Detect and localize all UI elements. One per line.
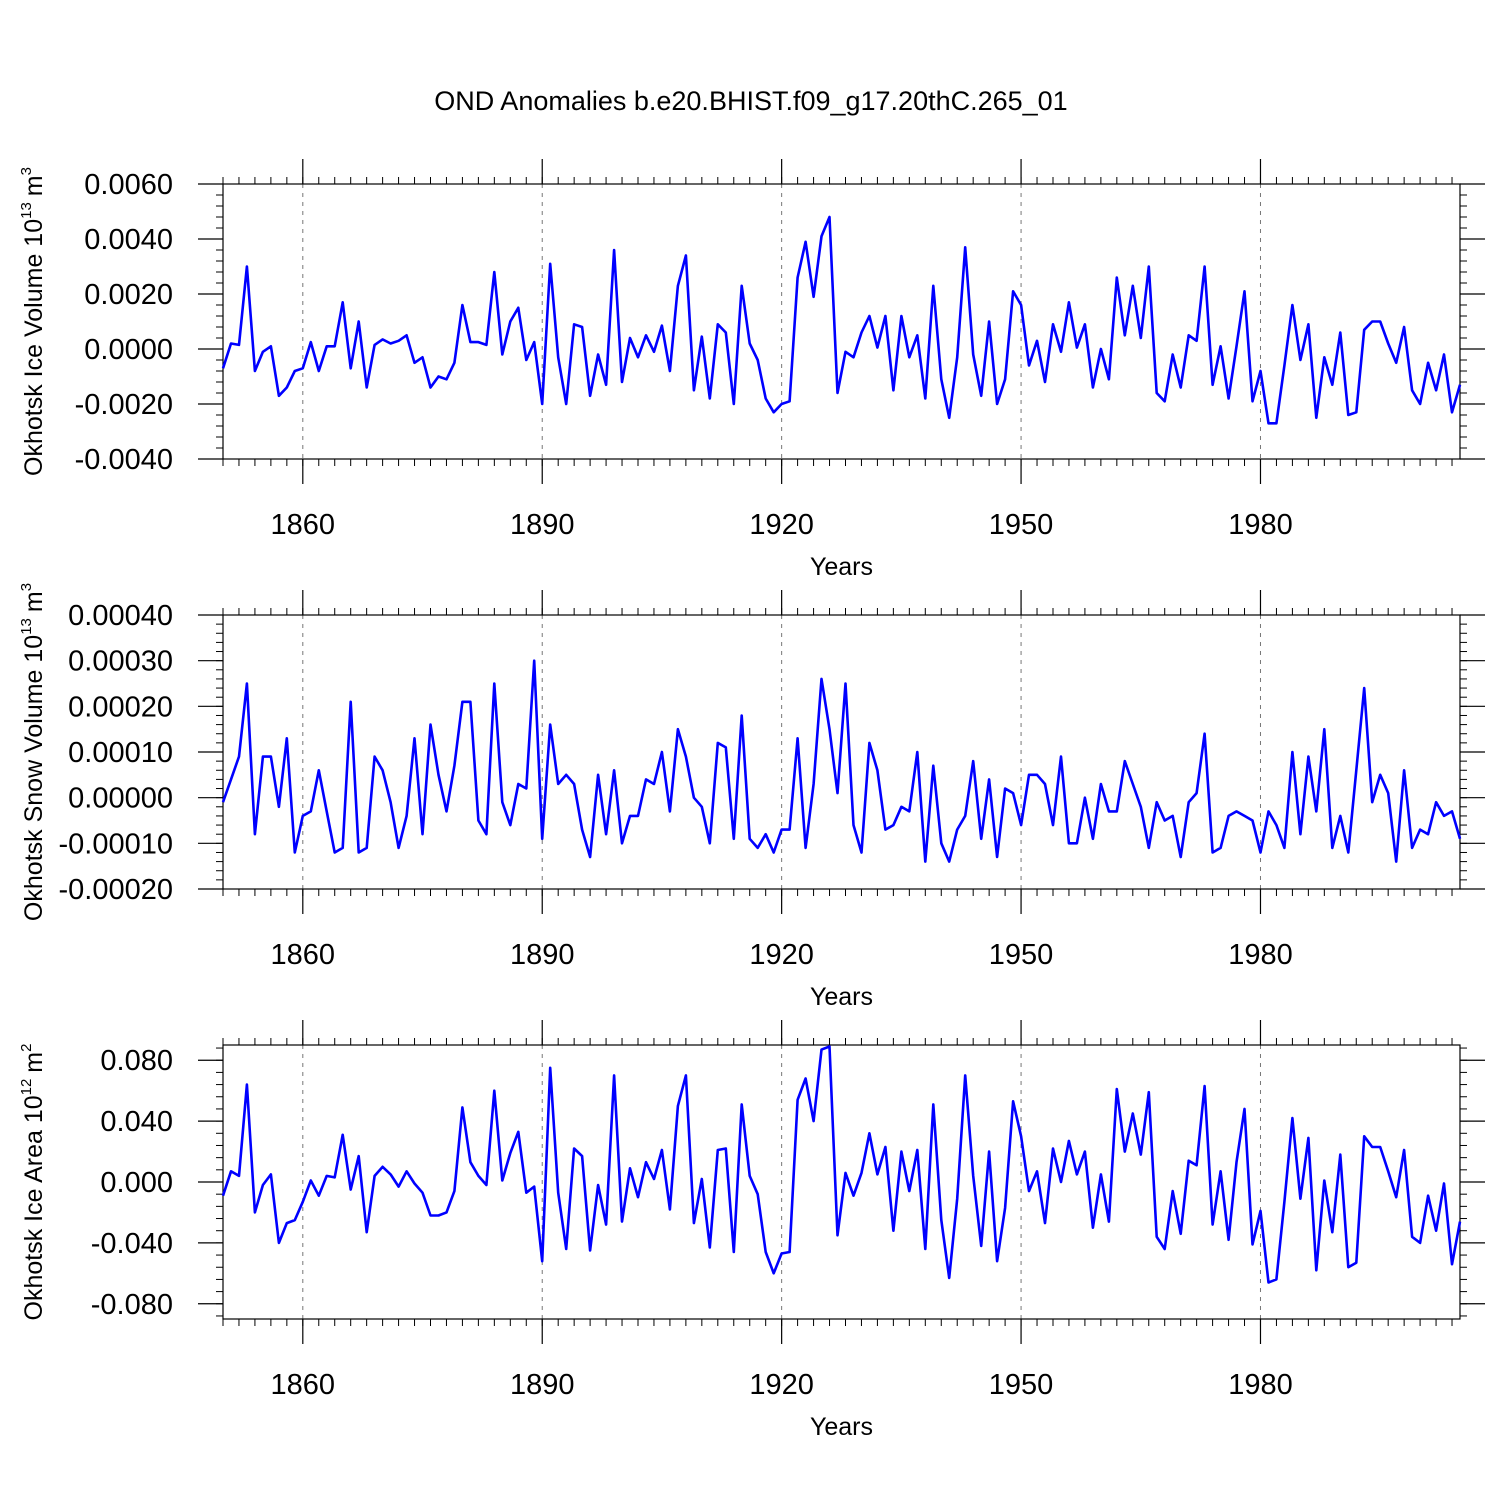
y-tick-label: 0.0040: [84, 224, 173, 256]
y-tick-label: -0.080: [91, 1289, 173, 1321]
y-tick-label: -0.00010: [59, 828, 174, 860]
x-axis-label: Years: [810, 553, 873, 581]
x-axis-label: Years: [810, 983, 873, 1011]
x-tick-label: 1890: [510, 1369, 575, 1401]
y-tick-label: 0.00010: [68, 737, 173, 769]
y-axis-label-exponent: 13: [18, 202, 35, 219]
y-tick-label: 0.080: [100, 1045, 173, 1077]
x-tick-label: 1950: [989, 1369, 1054, 1401]
x-tick-label: 1980: [1228, 509, 1293, 541]
chart-panel-1: -0.0040 -0.0020 0.0000 0.0020 0.0040 0.0060 18…: [18, 159, 1485, 581]
x-tick-label: 1860: [271, 1369, 336, 1401]
y-axis-label-exponent: 13: [18, 618, 35, 635]
y-tick-label: 0.0000: [84, 334, 173, 366]
y-tick-label: 0.00000: [68, 783, 173, 815]
y-axis-label: Okhotsk Snow Volume 1013 m3: [18, 583, 48, 921]
y-tick-label: -0.0040: [75, 444, 173, 476]
series-line: [221, 659, 1462, 863]
y-axis-label-unit: m: [20, 175, 48, 196]
y-tick-label: -0.00020: [59, 874, 174, 906]
chart-panel-2: -0.00020 -0.00010 0.00000 0.00010 0.00020 0.0…: [18, 583, 1485, 1011]
y-axis-label: Okhotsk Ice Volume 1013 m3: [18, 167, 48, 476]
y-axis-label-unit: m: [20, 591, 48, 612]
x-tick-label: 1980: [1228, 1369, 1293, 1401]
x-tick-label: 1950: [989, 939, 1054, 971]
x-tick-label: 1980: [1228, 939, 1293, 971]
x-tick-label: 1890: [510, 509, 575, 541]
y-axis-label-unit-exponent: 3: [18, 583, 35, 591]
series-line: [221, 215, 1462, 425]
x-tick-label: 1920: [749, 939, 814, 971]
chart-panel-3: -0.080 -0.040 0.000 0.040 0.080 1860 1890 1920 1…: [18, 1020, 1485, 1441]
y-tick-label: 0.00040: [68, 600, 173, 632]
x-tick-label: 1860: [271, 939, 336, 971]
x-tick-label: 1890: [510, 939, 575, 971]
y-axis-label-unit-exponent: 3: [18, 167, 35, 175]
y-axis-label-unit-exponent: 2: [18, 1044, 35, 1052]
plot-frame: [222, 1044, 1461, 1320]
y-axis-label-unit: m: [20, 1052, 48, 1073]
y-tick-label: 0.0020: [84, 279, 173, 311]
x-tick-label: 1920: [749, 1369, 814, 1401]
y-tick-label: -0.040: [91, 1228, 173, 1260]
y-axis-label-exponent: 12: [18, 1079, 35, 1096]
y-tick-label: 0.000: [100, 1167, 173, 1199]
y-axis-label-text: Okhotsk Ice Area 10: [20, 1095, 48, 1320]
chart-title: OND Anomalies b.e20.BHIST.f09_g17.20thC.…: [434, 86, 1067, 116]
x-axis-label: Years: [810, 1413, 873, 1441]
y-tick-label: 0.040: [100, 1106, 173, 1138]
y-tick-label: 0.00030: [68, 646, 173, 678]
x-tick-label: 1950: [989, 509, 1054, 541]
x-tick-label: 1860: [271, 509, 336, 541]
y-axis-label: Okhotsk Ice Area 1012 m2: [18, 1044, 48, 1321]
y-axis-label-text: Okhotsk Snow Volume 10: [20, 635, 48, 921]
y-tick-label: -0.0020: [75, 389, 173, 421]
y-tick-label: 0.0060: [84, 169, 173, 201]
x-tick-label: 1920: [749, 509, 814, 541]
y-tick-label: 0.00020: [68, 691, 173, 723]
plot-frame: [222, 183, 1461, 460]
y-axis-label-text: Okhotsk Ice Volume 10: [20, 219, 48, 476]
series-line: [221, 1045, 1462, 1284]
